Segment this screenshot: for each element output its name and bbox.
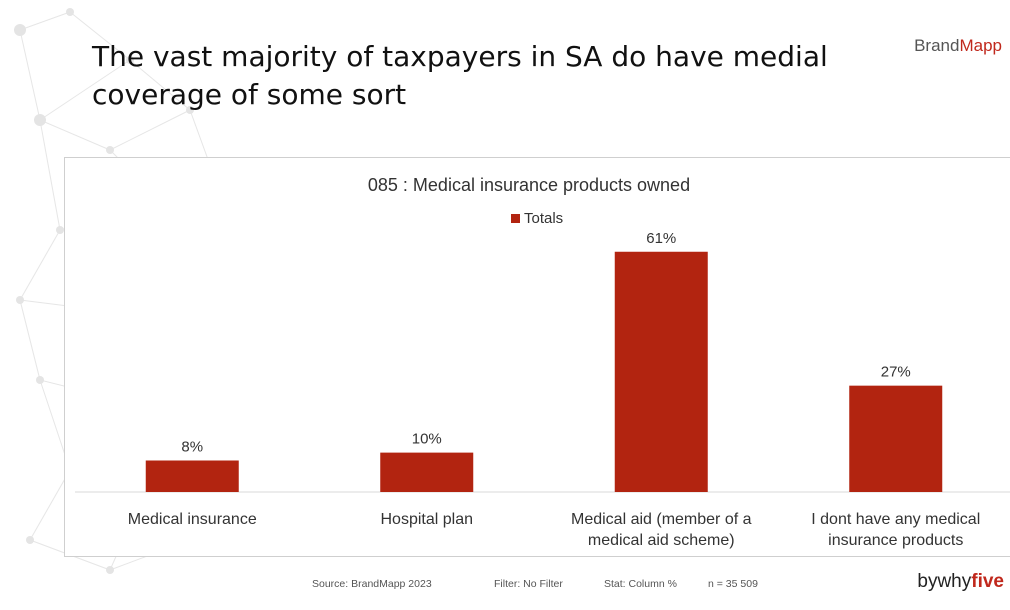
- network-node: [16, 296, 24, 304]
- bar: [145, 460, 239, 492]
- network-line: [39, 119, 111, 151]
- network-node: [106, 566, 114, 574]
- category-label: I dont have any medical: [811, 511, 980, 528]
- category-label: insurance products: [828, 532, 963, 549]
- legend-swatch: [511, 214, 520, 223]
- network-node: [186, 106, 194, 114]
- network-line: [29, 469, 71, 541]
- network-node: [26, 536, 34, 544]
- bar-chart: 085 : Medical insurance products owned To…: [75, 175, 1010, 549]
- chart-panel: 085 : Medical insurance products owned To…: [64, 157, 1010, 557]
- bywhyfive-logo: bywhyfive: [917, 571, 1004, 593]
- data-label: 8%: [181, 438, 203, 455]
- category-label: Medical aid (member of a: [571, 511, 752, 528]
- network-line: [19, 11, 71, 31]
- network-node: [126, 56, 134, 64]
- brand-logo-accent: Mapp: [959, 36, 1002, 55]
- byline-prefix: bywhy: [917, 571, 972, 592]
- byline-accent: five: [971, 571, 1004, 592]
- footer-filter: Filter: No Filter: [494, 578, 563, 590]
- network-line: [19, 299, 41, 381]
- network-node: [56, 226, 64, 234]
- category-label: Medical insurance: [128, 511, 257, 528]
- legend-label: Totals: [524, 210, 563, 227]
- data-label: 10%: [412, 431, 442, 448]
- footer-sample-size: n = 35 509: [708, 578, 758, 590]
- footer-stat: Stat: Column %: [604, 578, 677, 590]
- network-line: [109, 109, 191, 151]
- bar: [614, 251, 708, 492]
- network-node: [106, 146, 114, 154]
- brand-logo-prefix: Brand: [914, 36, 960, 55]
- chart-title: 085 : Medical insurance products owned: [368, 175, 690, 195]
- category-label: medical aid scheme): [588, 532, 735, 549]
- data-label: 61%: [646, 230, 676, 247]
- network-line: [19, 29, 41, 121]
- slide-title: The vast majority of taxpayers in SA do …: [92, 40, 828, 111]
- network-node: [66, 8, 74, 16]
- category-label: Hospital plan: [381, 511, 474, 528]
- network-node: [36, 376, 44, 384]
- network-node: [34, 114, 46, 126]
- network-line: [19, 229, 61, 301]
- bar: [380, 452, 474, 492]
- network-line: [129, 59, 191, 111]
- bar: [849, 385, 943, 492]
- network-line: [39, 119, 61, 231]
- network-line: [69, 11, 131, 61]
- brandmapp-logo: BrandMapp: [914, 36, 1002, 56]
- network-line: [39, 59, 131, 121]
- footer-source: Source: BrandMapp 2023: [312, 578, 432, 590]
- data-label: 27%: [881, 364, 911, 381]
- network-node: [14, 24, 26, 36]
